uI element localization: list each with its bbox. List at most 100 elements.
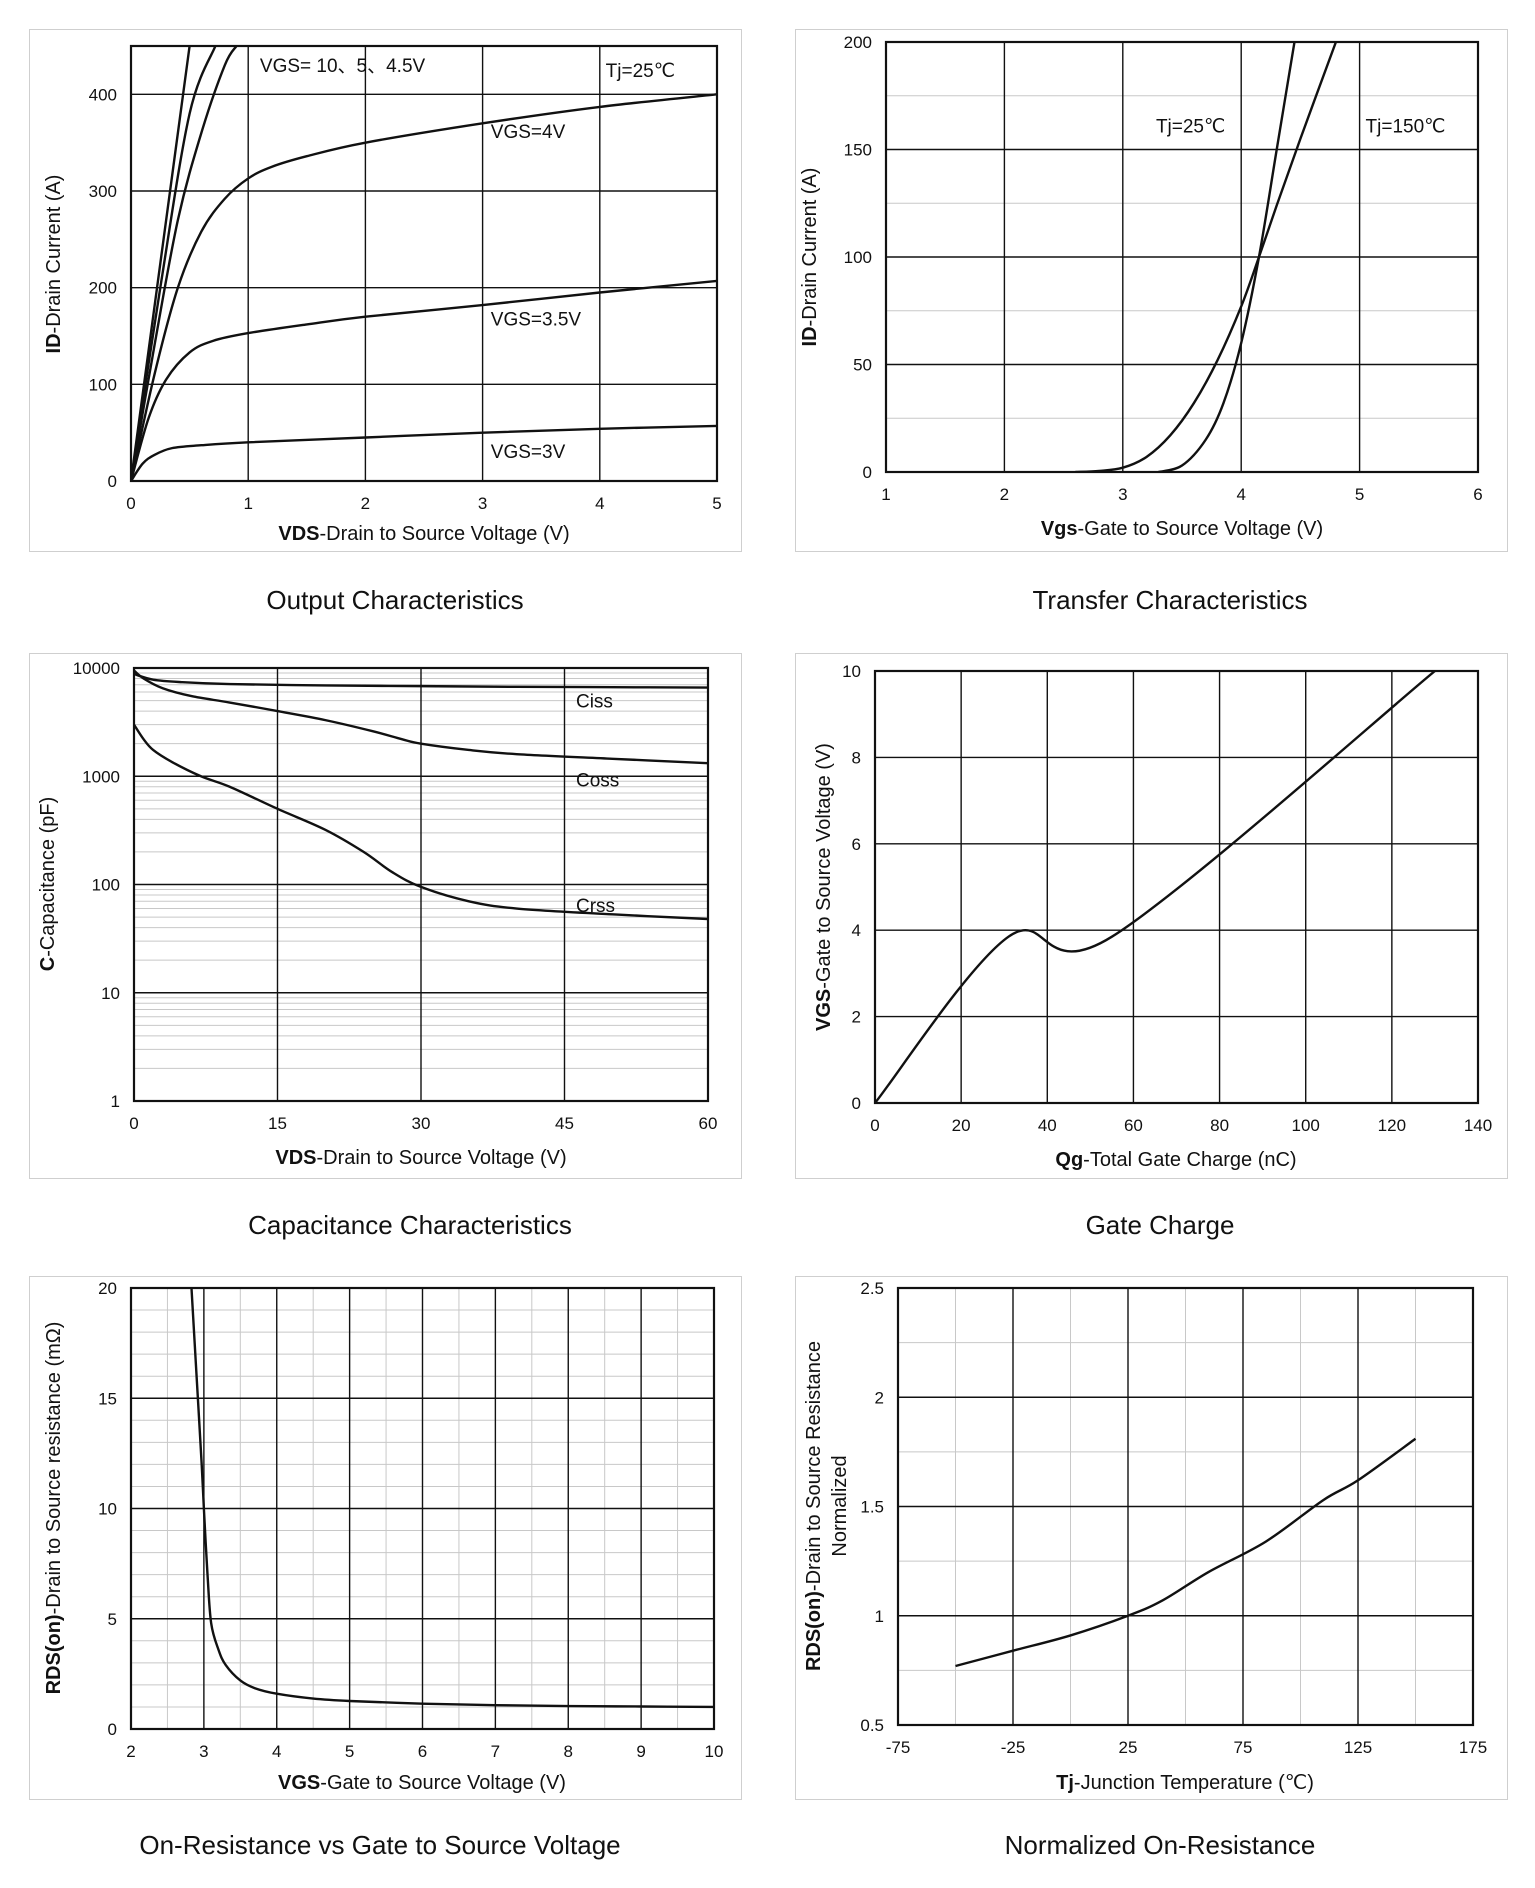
x-tick-label: -25	[1001, 1738, 1026, 1757]
series-line-vgs-4v	[131, 93, 717, 481]
y-tick-label: 300	[89, 182, 117, 201]
y-tick-label: 15	[98, 1389, 117, 1408]
x-tick-label: 5	[345, 1742, 354, 1761]
series-line-vgs-3v	[131, 424, 717, 481]
x-tick-label: 5	[1355, 485, 1364, 504]
series-line-coss	[134, 669, 708, 765]
capacitance-characteristics-title: Capacitance Characteristics	[248, 1210, 572, 1240]
series-line-vgs-4-5v	[131, 46, 238, 481]
x-tick-label: 60	[1124, 1116, 1143, 1135]
y-tick-label: 100	[92, 876, 120, 895]
series-line-tj-25-	[1158, 42, 1296, 472]
series-line-crss	[134, 723, 708, 921]
series-line-vgs-3-5v	[131, 279, 717, 481]
x-tick-label: 3	[199, 1742, 208, 1761]
x-tick-label: 5	[712, 494, 721, 513]
y-axis-label: C-Capacitance (pF)	[37, 797, 59, 972]
y-tick-label: 10	[101, 984, 120, 1003]
x-axis-label: Qg-Total Gate Charge (nC)	[1055, 1149, 1296, 1171]
plot-frame	[129, 44, 719, 483]
y-tick-label: 1	[111, 1092, 120, 1111]
y-axis-label-text: -Drain to Source Resistance	[803, 1341, 825, 1591]
y-tick-label: 2.5	[860, 1279, 884, 1298]
x-axis-label-symbol: Tj	[1056, 1772, 1074, 1794]
x-tick-label: 100	[1292, 1116, 1320, 1135]
x-axis-label: Tj-Junction Temperature (℃)	[1056, 1772, 1314, 1794]
y-tick-label: 6	[852, 835, 861, 854]
y-tick-label: 150	[844, 141, 872, 160]
capacitance-characteristics-panel: 0 15 30 45 60 1 10 100 1000 10000 VDS-Drain to Sou…	[29, 653, 742, 1179]
y-axis-label-symbol: C	[37, 957, 59, 971]
x-tick-label: 40	[1038, 1116, 1057, 1135]
plot-frame	[873, 669, 1480, 1105]
x-tick-label: 45	[555, 1114, 574, 1133]
curve-annotation: Crss	[576, 896, 615, 917]
x-axis-label-text: -Drain to Source Voltage (V)	[317, 1147, 567, 1169]
y-tick-label: 1000	[82, 767, 120, 786]
normalized-on-resistance-panel: -75 -25 25 75 125 175 0.5 1 1.5 2 2.5 Tj-Junction T…	[795, 1276, 1508, 1800]
y-tick-label: 5	[108, 1610, 117, 1629]
x-axis-label: VDS-Drain to Source Voltage (V)	[278, 523, 569, 545]
x-tick-label: 60	[699, 1114, 718, 1133]
series-line-tj-150-	[1075, 42, 1338, 472]
on-resistance-vgs-title: On-Resistance vs Gate to Source Voltage	[139, 1830, 621, 1860]
y-tick-label: 0	[108, 1720, 117, 1739]
x-tick-label: 75	[1234, 1738, 1253, 1757]
y-axis-label-text: -Gate to Source Voltage (V)	[813, 743, 835, 989]
y-axis-label: ID-Drain Current (A)	[799, 168, 821, 347]
on-resistance-vgs-chart: 2 3 4 5 6 7 8 9 10 0 5 10 15 20 VGS-Gate to Source Vol…	[43, 1279, 724, 1794]
plot-frame	[884, 40, 1480, 474]
y-axis-label: RDS(on)-Drain to Source resistance (mΩ)	[43, 1322, 65, 1695]
y-axis-label-text: -Drain to Source resistance (mΩ)	[43, 1322, 65, 1615]
x-tick-label: 15	[268, 1114, 287, 1133]
y-tick-label: 1	[875, 1607, 884, 1626]
x-tick-label: 1	[243, 494, 252, 513]
y-tick-label: 50	[853, 356, 872, 375]
x-tick-label: -75	[886, 1738, 911, 1757]
series-line-vgs	[875, 671, 1436, 1103]
output-characteristics-panel: 0 1 2 3 4 5 0 100 200 300 400 VDS-Drain to Source V…	[29, 29, 742, 552]
y-tick-label: 100	[89, 375, 117, 394]
series-group	[134, 669, 708, 921]
x-tick-label: 2	[1000, 485, 1009, 504]
x-tick-label: 25	[1119, 1738, 1138, 1757]
y-tick-label: 0	[108, 472, 117, 491]
series-group	[190, 1288, 714, 1709]
x-tick-label: 10	[705, 1742, 724, 1761]
x-tick-label: 0	[870, 1116, 879, 1135]
capacitance-characteristics-chart: 0 15 30 45 60 1 10 100 1000 10000 VDS-Drain to Sou…	[37, 659, 718, 1169]
series-group	[875, 671, 1436, 1103]
x-axis-label-symbol: VDS	[278, 523, 319, 545]
x-axis-label-symbol: Vgs	[1041, 518, 1078, 540]
x-axis-label-text: -Total Gate Charge (nC)	[1083, 1149, 1296, 1171]
x-tick-label: 120	[1378, 1116, 1406, 1135]
x-axis-label: VGS-Gate to Source Voltage (V)	[278, 1772, 566, 1794]
x-axis-label-text: -Gate to Source Voltage (V)	[1078, 518, 1324, 540]
curve-annotation: Tj=150℃	[1366, 116, 1446, 137]
x-axis-label-text: -Gate to Source Voltage (V)	[320, 1772, 566, 1794]
y-tick-label: 0.5	[860, 1716, 884, 1735]
x-axis-label-symbol: VDS	[275, 1147, 316, 1169]
x-tick-label: 1	[881, 485, 890, 504]
x-tick-label: 2	[126, 1742, 135, 1761]
y-axis-label-symbol: RDS(on)	[803, 1591, 825, 1671]
curve-annotation: Ciss	[576, 692, 613, 713]
y-tick-label: 200	[89, 279, 117, 298]
x-tick-label: 0	[126, 494, 135, 513]
y-tick-label: 2	[875, 1388, 884, 1407]
series-line-rds-on-normalized	[955, 1437, 1417, 1668]
x-tick-label: 0	[129, 1114, 138, 1133]
x-tick-label: 8	[564, 1742, 573, 1761]
transfer-characteristics-panel: 1 2 3 4 5 6 0 50 100 150 200 Vgs-Gate to Source Vol…	[795, 29, 1508, 552]
normalized-on-resistance-chart: -75 -25 25 75 125 175 0.5 1 1.5 2 2.5 Tj-Junction T…	[803, 1279, 1487, 1794]
curve-annotation: Tj=25℃	[606, 61, 675, 82]
curve-annotation: VGS=3V	[491, 442, 566, 463]
gate-charge-title: Gate Charge	[1085, 1210, 1235, 1240]
y-axis-label-text: -Drain Current (A)	[43, 175, 65, 334]
y-axis-label-text: -Drain Current (A)	[799, 168, 821, 327]
x-tick-label: 6	[1473, 485, 1482, 504]
x-axis-label-text: -Junction Temperature (℃)	[1074, 1772, 1314, 1794]
plot-frame	[896, 1286, 1475, 1727]
transfer-characteristics-chart: 1 2 3 4 5 6 0 50 100 150 200 Vgs-Gate to Source Vol…	[799, 33, 1483, 540]
x-axis-label-symbol: Qg	[1055, 1149, 1083, 1171]
